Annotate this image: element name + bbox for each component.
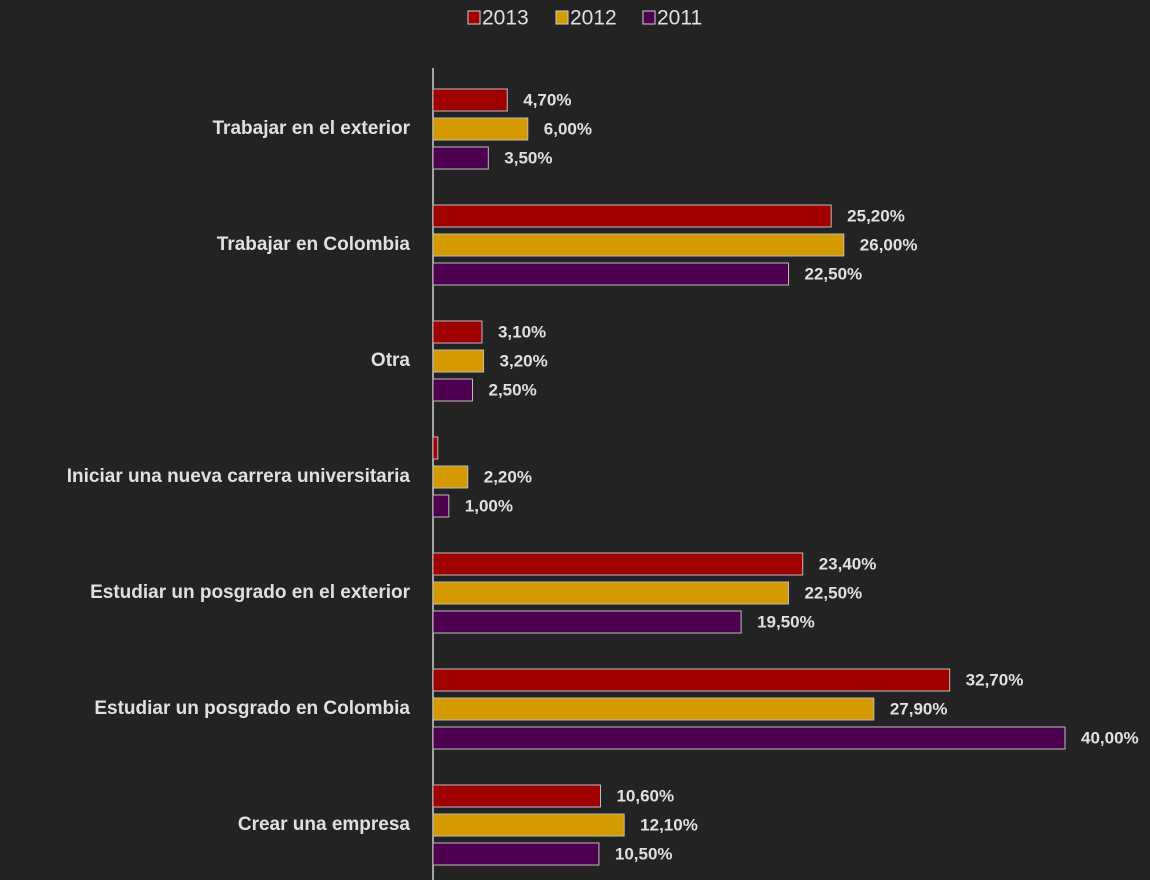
- category-label: Crear una empresa: [238, 814, 411, 835]
- value-label: 12,10%: [640, 815, 698, 834]
- value-label: 3,20%: [500, 351, 548, 370]
- bar: [432, 581, 789, 605]
- bar: [432, 813, 625, 837]
- value-label: 2,20%: [484, 467, 532, 486]
- value-label: 22,50%: [805, 264, 863, 283]
- value-label: 23,40%: [819, 554, 877, 573]
- bar: [432, 204, 832, 228]
- legend-label: 2013: [482, 7, 529, 30]
- value-label: 25,20%: [847, 206, 905, 225]
- value-label: 26,00%: [860, 235, 918, 254]
- bar: [432, 465, 469, 489]
- legend-swatch: [642, 10, 656, 25]
- bar: [432, 668, 951, 692]
- value-label: 3,50%: [504, 148, 552, 167]
- bar: [432, 262, 789, 286]
- bar: [432, 88, 508, 112]
- category-label: Trabajar en el exterior: [213, 118, 411, 139]
- value-label: 40,00%: [1081, 728, 1139, 747]
- bar: [432, 494, 450, 518]
- bar: [432, 146, 489, 170]
- category-label: Estudiar un posgrado en Colombia: [94, 698, 410, 719]
- legend-label: 2011: [657, 7, 702, 30]
- legend-swatch: [467, 10, 481, 25]
- value-label: 22,50%: [805, 583, 863, 602]
- legend-label: 2012: [570, 7, 617, 30]
- legend-swatch: [555, 10, 569, 25]
- value-label: 6,00%: [544, 119, 592, 138]
- bar: [432, 378, 473, 402]
- value-label: 32,70%: [966, 670, 1024, 689]
- bar: [432, 784, 601, 808]
- value-label: 4,70%: [523, 90, 571, 109]
- category-label: Trabajar en Colombia: [217, 234, 411, 255]
- bar: [432, 436, 439, 460]
- category-label: Estudiar un posgrado en el exterior: [90, 582, 411, 603]
- category-label: Otra: [371, 350, 411, 371]
- bar: [432, 320, 483, 344]
- bar: [432, 842, 600, 866]
- value-label: 3,10%: [498, 322, 546, 341]
- bar: [432, 349, 485, 373]
- bar: [432, 697, 875, 721]
- bar: [432, 233, 845, 257]
- value-label: 27,90%: [890, 699, 948, 718]
- value-label: 10,60%: [616, 786, 674, 805]
- bar: [432, 552, 804, 576]
- value-label: 2,50%: [489, 380, 537, 399]
- value-label: 1,00%: [465, 496, 513, 515]
- value-label: 19,50%: [757, 612, 815, 631]
- bar: [432, 610, 742, 634]
- bar: [432, 726, 1066, 750]
- category-label: Iniciar una nueva carrera universitaria: [67, 466, 411, 487]
- value-label: 10,50%: [615, 844, 673, 863]
- bar: [432, 117, 529, 141]
